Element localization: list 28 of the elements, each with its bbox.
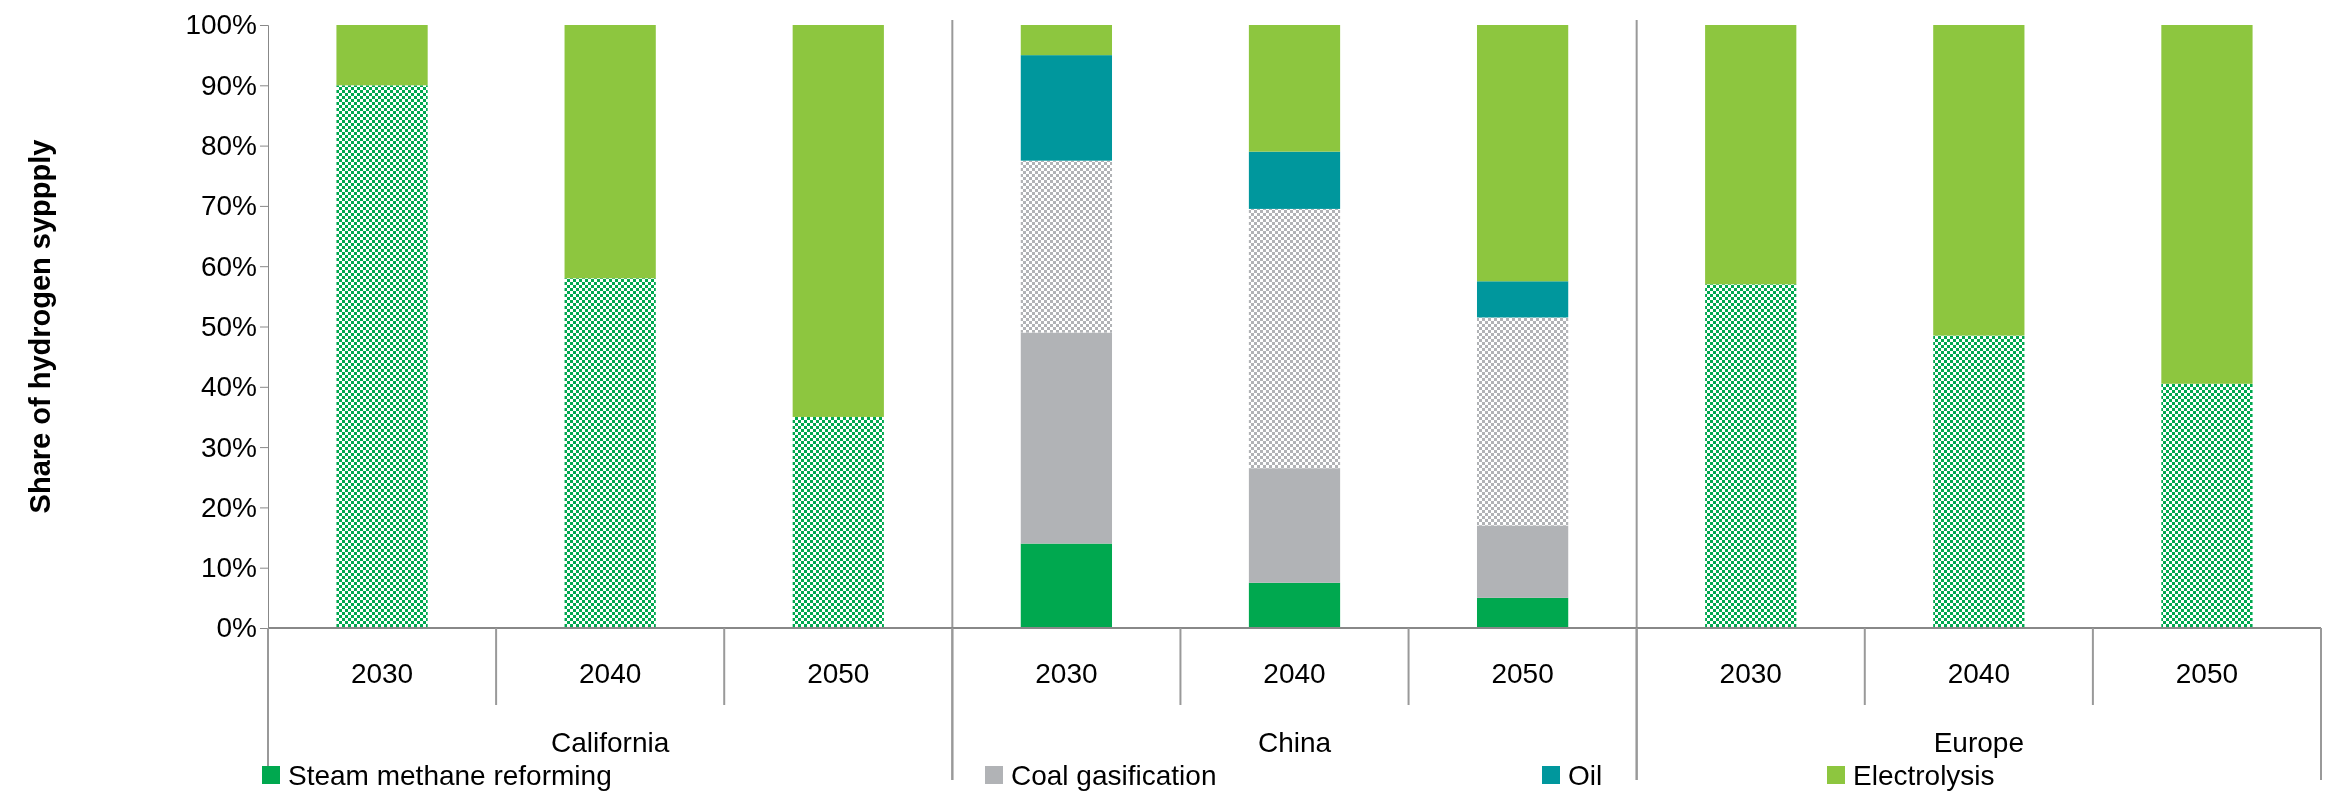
legend-label: Electrolysis bbox=[1853, 760, 1995, 791]
y-tick-label: 30% bbox=[200, 431, 257, 463]
x-tick-label: 2050 bbox=[2175, 658, 2239, 689]
y-tick-label: 50% bbox=[200, 310, 257, 342]
text: Europe bbox=[1933, 727, 2024, 758]
x-tick-label: 2030 bbox=[1719, 658, 1782, 689]
text: California bbox=[551, 727, 670, 758]
text: China bbox=[1257, 727, 1332, 758]
y-tick-label: 80% bbox=[200, 130, 257, 162]
y-tick-label: 40% bbox=[200, 371, 257, 403]
x-tick-label: 2040 bbox=[1947, 658, 2010, 689]
legend-label: Oil bbox=[1568, 760, 1603, 791]
y-tick-label: 70% bbox=[200, 190, 257, 222]
y-tick-label: 20% bbox=[200, 491, 257, 523]
x-tick-label: 2030 bbox=[1035, 658, 1098, 689]
y-tick-label: 100% bbox=[185, 9, 257, 41]
y-tick-label: 0% bbox=[216, 612, 257, 644]
x-tick-label: 2050 bbox=[807, 658, 870, 689]
x-tick-label: 2040 bbox=[579, 658, 642, 689]
x-tick-label: 2050 bbox=[1491, 658, 1554, 689]
legend-label: Steam methane reforming bbox=[288, 760, 612, 791]
y-tick-label: 60% bbox=[200, 250, 257, 282]
y-axis-title: Share of hydrogen syppply bbox=[24, 139, 56, 514]
y-tick-label: 10% bbox=[200, 552, 257, 584]
x-tick-label: 2040 bbox=[1263, 658, 1326, 689]
x-tick-label: 2030 bbox=[350, 658, 414, 689]
legend-label: Coal gasification bbox=[1011, 760, 1217, 791]
y-tick-label: 90% bbox=[200, 69, 257, 101]
